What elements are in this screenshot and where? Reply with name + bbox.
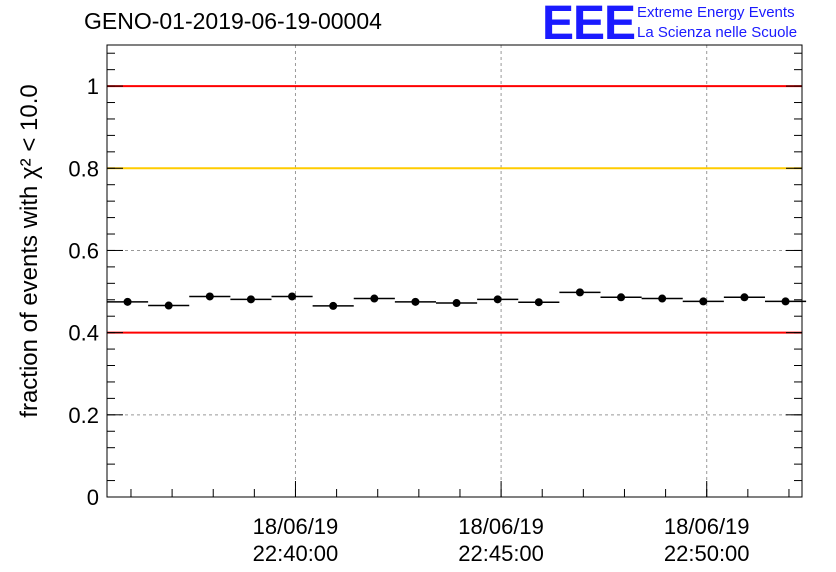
data-point bbox=[617, 293, 626, 302]
data-point bbox=[205, 292, 214, 301]
data-point bbox=[329, 301, 338, 310]
reference-lines bbox=[107, 85, 802, 334]
y-tick-label: 0.4 bbox=[68, 321, 99, 346]
y-tick-label: 0.8 bbox=[68, 156, 99, 181]
plot-frame bbox=[106, 44, 803, 498]
chart-title: GENO-01-2019-06-19-00004 bbox=[84, 8, 382, 34]
x-tick-date-label: 18/06/19 bbox=[664, 514, 750, 539]
data-point bbox=[123, 297, 132, 306]
data-point bbox=[370, 294, 379, 303]
data-point bbox=[246, 295, 255, 304]
logo-caption-line1: Extreme Energy Events bbox=[637, 4, 795, 21]
x-tick-time-label: 22:45:00 bbox=[458, 541, 544, 566]
ticks: 00.20.40.60.8118/06/1922:40:0018/06/1922… bbox=[68, 52, 802, 566]
x-tick-time-label: 22:40:00 bbox=[253, 541, 339, 566]
x-tick-date-label: 18/06/19 bbox=[458, 514, 544, 539]
y-tick-label: 0.2 bbox=[68, 403, 99, 428]
data-point bbox=[658, 294, 667, 303]
y-tick-label: 1 bbox=[87, 74, 99, 99]
data-point bbox=[781, 297, 790, 306]
x-tick-time-label: 22:50:00 bbox=[664, 541, 750, 566]
y-axis-label: fraction of events with χ² < 10.0 bbox=[16, 84, 43, 417]
logo-caption-line2: La Scienza nelle Scuole bbox=[637, 24, 798, 41]
data-point bbox=[534, 298, 543, 307]
x-tick-date-label: 18/06/19 bbox=[253, 514, 339, 539]
data-point bbox=[452, 299, 461, 308]
data-point bbox=[493, 295, 502, 304]
data-point bbox=[575, 288, 584, 297]
data-point bbox=[288, 292, 297, 301]
data-point bbox=[699, 297, 708, 306]
y-tick-label: 0 bbox=[87, 485, 99, 510]
data-point bbox=[411, 297, 420, 306]
data-point bbox=[164, 301, 173, 310]
y-tick-label: 0.6 bbox=[68, 238, 99, 263]
data-points bbox=[107, 288, 807, 310]
eee-logo: EEE bbox=[542, 0, 636, 50]
data-point bbox=[740, 293, 749, 302]
grid-layer bbox=[107, 45, 802, 498]
